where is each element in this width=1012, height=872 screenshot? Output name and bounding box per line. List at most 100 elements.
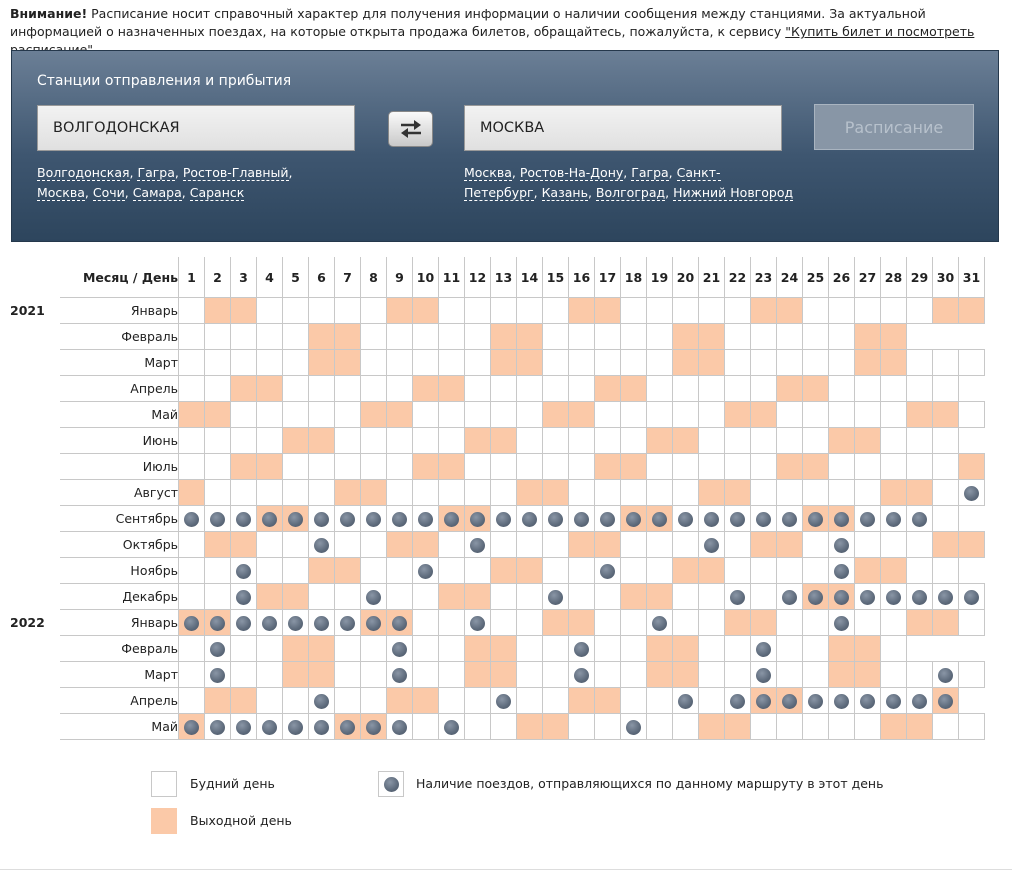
weekday-cell[interactable]: [256, 609, 283, 636]
weekend-day-cell[interactable]: [282, 505, 309, 532]
train-dot-icon[interactable]: [886, 511, 901, 527]
weekday-cell[interactable]: [828, 531, 855, 558]
weekday-cell[interactable]: [542, 505, 569, 532]
train-dot-icon[interactable]: [314, 693, 329, 709]
weekday-cell[interactable]: [958, 583, 985, 610]
train-dot-icon[interactable]: [496, 511, 511, 527]
train-dot-icon[interactable]: [444, 511, 459, 527]
train-dot-icon[interactable]: [288, 615, 303, 631]
train-dot-icon[interactable]: [704, 511, 719, 527]
train-dot-icon[interactable]: [938, 667, 953, 683]
quick-station-link[interactable]: Самара: [132, 185, 182, 201]
weekday-cell[interactable]: [828, 609, 855, 636]
train-dot-icon[interactable]: [730, 589, 745, 605]
train-dot-icon[interactable]: [470, 615, 485, 631]
weekend-day-cell[interactable]: [438, 505, 465, 532]
train-dot-icon[interactable]: [184, 511, 199, 527]
weekday-cell[interactable]: [360, 583, 387, 610]
train-dot-icon[interactable]: [366, 589, 381, 605]
weekday-cell[interactable]: [724, 583, 751, 610]
weekday-cell[interactable]: [282, 713, 309, 740]
train-dot-icon[interactable]: [314, 615, 329, 631]
train-dot-icon[interactable]: [236, 563, 251, 579]
weekday-cell[interactable]: [334, 609, 361, 636]
train-dot-icon[interactable]: [262, 719, 277, 735]
weekday-cell[interactable]: [880, 505, 907, 532]
weekday-cell[interactable]: [334, 505, 361, 532]
train-dot-icon[interactable]: [860, 693, 875, 709]
train-dot-icon[interactable]: [392, 641, 407, 657]
train-dot-icon[interactable]: [574, 641, 589, 657]
quick-station-link[interactable]: Ростов-На-Дону: [519, 165, 624, 181]
train-dot-icon[interactable]: [730, 693, 745, 709]
train-dot-icon[interactable]: [392, 719, 407, 735]
train-dot-icon[interactable]: [236, 589, 251, 605]
train-dot-icon[interactable]: [626, 511, 641, 527]
weekend-day-cell[interactable]: [178, 713, 205, 740]
train-dot-icon[interactable]: [834, 615, 849, 631]
weekday-cell[interactable]: [386, 635, 413, 662]
weekday-cell[interactable]: [906, 583, 933, 610]
weekday-cell[interactable]: [932, 583, 959, 610]
weekday-cell[interactable]: [230, 609, 257, 636]
train-dot-icon[interactable]: [210, 615, 225, 631]
train-dot-icon[interactable]: [340, 615, 355, 631]
train-dot-icon[interactable]: [782, 693, 797, 709]
train-dot-icon[interactable]: [834, 589, 849, 605]
train-dot-icon[interactable]: [392, 511, 407, 527]
schedule-button[interactable]: Расписание: [814, 104, 974, 150]
train-dot-icon[interactable]: [210, 641, 225, 657]
quick-station-link[interactable]: Москва: [464, 165, 512, 181]
swap-stations-button[interactable]: [388, 111, 433, 147]
train-dot-icon[interactable]: [418, 511, 433, 527]
weekend-day-cell[interactable]: [750, 687, 777, 714]
train-dot-icon[interactable]: [834, 511, 849, 527]
weekday-cell[interactable]: [308, 687, 335, 714]
train-dot-icon[interactable]: [210, 719, 225, 735]
train-dot-icon[interactable]: [782, 589, 797, 605]
weekday-cell[interactable]: [308, 505, 335, 532]
train-dot-icon[interactable]: [834, 537, 849, 553]
train-dot-icon[interactable]: [756, 693, 771, 709]
weekday-cell[interactable]: [932, 661, 959, 688]
train-dot-icon[interactable]: [860, 511, 875, 527]
weekday-cell[interactable]: [542, 583, 569, 610]
train-dot-icon[interactable]: [236, 615, 251, 631]
weekday-cell[interactable]: [230, 713, 257, 740]
quick-station-link[interactable]: Сочи: [92, 185, 125, 201]
weekday-cell[interactable]: [204, 713, 231, 740]
weekday-cell[interactable]: [776, 583, 803, 610]
weekday-cell[interactable]: [568, 505, 595, 532]
weekday-cell[interactable]: [230, 505, 257, 532]
train-dot-icon[interactable]: [236, 719, 251, 735]
train-dot-icon[interactable]: [912, 511, 927, 527]
train-dot-icon[interactable]: [184, 615, 199, 631]
weekday-cell[interactable]: [308, 531, 335, 558]
weekday-cell[interactable]: [906, 505, 933, 532]
weekend-day-cell[interactable]: [828, 505, 855, 532]
train-dot-icon[interactable]: [210, 511, 225, 527]
weekday-cell[interactable]: [464, 609, 491, 636]
weekday-cell[interactable]: [750, 661, 777, 688]
weekend-day-cell[interactable]: [646, 505, 673, 532]
train-dot-icon[interactable]: [626, 719, 641, 735]
weekday-cell[interactable]: [854, 687, 881, 714]
train-dot-icon[interactable]: [730, 511, 745, 527]
train-dot-icon[interactable]: [210, 667, 225, 683]
weekday-cell[interactable]: [724, 505, 751, 532]
weekday-cell[interactable]: [386, 661, 413, 688]
weekend-day-cell[interactable]: [178, 609, 205, 636]
weekday-cell[interactable]: [412, 505, 439, 532]
weekday-cell[interactable]: [854, 505, 881, 532]
train-dot-icon[interactable]: [808, 693, 823, 709]
train-dot-icon[interactable]: [652, 511, 667, 527]
weekday-cell[interactable]: [308, 713, 335, 740]
weekend-day-cell[interactable]: [932, 687, 959, 714]
weekday-cell[interactable]: [282, 609, 309, 636]
weekday-cell[interactable]: [906, 687, 933, 714]
weekday-cell[interactable]: [230, 557, 257, 584]
train-dot-icon[interactable]: [756, 667, 771, 683]
weekend-day-cell[interactable]: [802, 505, 829, 532]
train-dot-icon[interactable]: [600, 563, 615, 579]
train-dot-icon[interactable]: [964, 589, 979, 605]
